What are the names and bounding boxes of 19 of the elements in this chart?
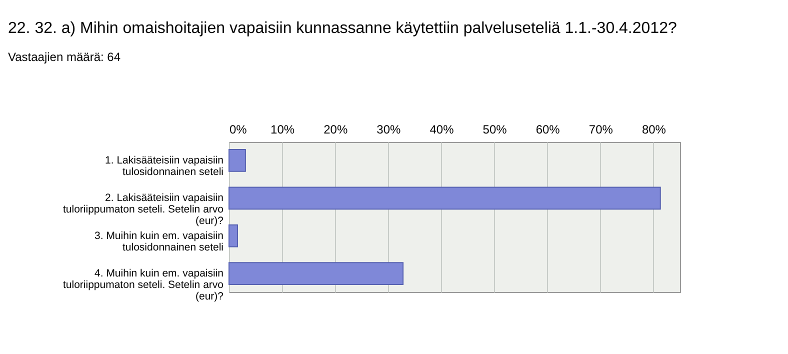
y-tick-label: 4. Muihin kuin em. vapaisiin tuloriippumaton seteli. Setelin arvo (eur)? [62, 268, 224, 303]
x-tick-label: 30% [376, 122, 402, 136]
x-tick-label: 60% [536, 122, 560, 136]
y-tick-label: 1. Lakisääteisiin vapaisiin tulosidonnainen seteli [105, 154, 224, 178]
bar [228, 224, 238, 248]
x-tick-label: 10% [270, 122, 295, 136]
x-tick-label: 40% [430, 122, 454, 136]
x-tick-label: 80% [642, 122, 666, 136]
bar [228, 186, 661, 210]
y-tick-label: 3. Muihin kuin em. vapaisiin tulosidonnainen seteli [94, 230, 224, 254]
x-tick-label: 50% [482, 122, 508, 136]
x-tick-label: 0% [230, 122, 248, 136]
y-tick-label: 2. Lakisääteisiin vapaisiin tuloriippumaton seteli. Setelin arvo (eur)? [62, 192, 224, 228]
x-tick-label: 20% [324, 122, 348, 136]
text: Vastaajien määrä: 64 [8, 50, 121, 64]
bar [228, 262, 404, 285]
x-tick-label: 70% [588, 122, 614, 136]
chart-title: 22. 32. a) Mihin omaishoitajien vapaisiin kunnassanne käytettiin palveluseteliä 1.1.-30.4.2012? [8, 20, 677, 38]
bar [228, 149, 246, 172]
